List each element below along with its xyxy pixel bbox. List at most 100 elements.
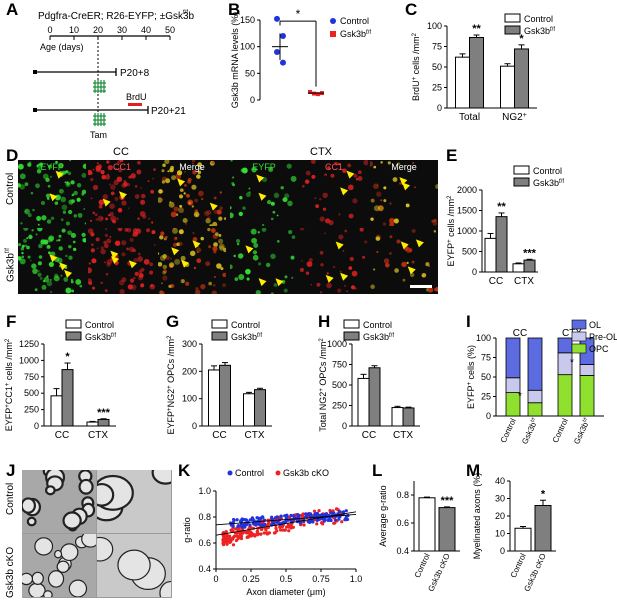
bar	[254, 389, 266, 427]
scatter-point	[250, 516, 255, 520]
cell-signal	[76, 183, 82, 188]
cell-signal	[370, 284, 375, 289]
cell-signal	[50, 216, 55, 221]
cell-signal	[66, 181, 70, 186]
scatter-point	[283, 514, 287, 518]
cell-signal	[209, 224, 213, 226]
cell-signal	[338, 213, 341, 216]
scatter-point	[275, 529, 279, 533]
arrowhead-marker	[55, 170, 64, 179]
cell-signal	[180, 255, 186, 261]
cell-signal	[310, 283, 313, 286]
cell-signal	[245, 192, 251, 198]
cell-signal	[234, 277, 239, 282]
cell-signal	[359, 228, 364, 232]
cell-signal	[187, 177, 192, 182]
arrowhead-marker	[59, 262, 68, 271]
cell-signal	[184, 222, 187, 225]
cell-signal	[389, 217, 395, 224]
x-axis-label: Axon diameter (μm)	[246, 587, 325, 597]
panel-label-g: G	[166, 312, 180, 331]
cell-signal	[197, 162, 203, 168]
cell-signal	[310, 160, 316, 164]
arrowhead-marker	[400, 241, 409, 250]
age-tick-label: 40	[141, 25, 151, 35]
axon-profile	[45, 485, 56, 496]
cell-signal	[326, 272, 329, 275]
micrograph-image	[88, 228, 156, 294]
cell-signal	[115, 217, 119, 221]
scatter-point	[289, 523, 293, 527]
cell-signal	[137, 256, 143, 262]
y-tick-label: 0.4	[396, 546, 409, 556]
cell-signal	[435, 286, 438, 292]
scatter-point	[243, 525, 247, 529]
cell-signal	[251, 166, 257, 173]
cell-signal	[370, 217, 374, 221]
cell-signal	[140, 283, 145, 288]
bar	[97, 418, 110, 427]
cell-signal	[90, 197, 93, 200]
y-tick-label: 500	[24, 388, 39, 398]
y-axis-label: EYFP+CC1+ cells /mm2	[4, 338, 14, 431]
tam-label: Tam	[90, 130, 107, 140]
cell-signal	[347, 184, 354, 191]
cell-signal	[223, 217, 226, 220]
cell-signal	[252, 254, 259, 261]
scatter-point	[312, 509, 317, 513]
cell-signal	[399, 182, 402, 185]
cell-signal	[64, 181, 67, 184]
cell-signal	[402, 278, 406, 282]
bar	[391, 407, 404, 427]
legend-swatch-control	[211, 319, 228, 329]
cell-signal	[34, 288, 38, 292]
cell-signal	[198, 190, 204, 197]
cell-signal	[90, 232, 95, 237]
cell-signal	[71, 199, 75, 204]
scatter-point	[291, 525, 295, 529]
cell-signal	[50, 291, 52, 293]
scatter-point	[240, 525, 245, 529]
cell-signal	[320, 263, 324, 267]
cell-signal	[134, 194, 140, 199]
em-image	[22, 470, 96, 532]
cell-signal	[385, 262, 390, 268]
cell-signal	[118, 168, 123, 173]
em-image	[22, 534, 96, 597]
y-tick-label: 50	[481, 372, 491, 382]
channel-label: Merge	[391, 162, 417, 172]
cell-signal	[38, 255, 43, 259]
cell-signal	[136, 169, 142, 175]
cell-signal	[171, 175, 177, 181]
cell-signal	[134, 185, 138, 188]
scatter-point	[248, 523, 252, 527]
cell-signal	[73, 247, 77, 252]
y-tick-label: 40	[495, 476, 505, 486]
y-axis-label: Total NG2+ OPCs /mm2	[318, 338, 328, 432]
cell-signal	[153, 243, 156, 246]
scatter-point	[261, 523, 265, 528]
cell-signal	[222, 283, 226, 288]
cell-signal	[238, 274, 245, 280]
micrograph-tile: Merge	[158, 160, 226, 226]
scatter-point	[273, 516, 278, 520]
cell-signal	[151, 221, 154, 224]
cell-signal	[194, 198, 199, 203]
cell-signal	[433, 230, 437, 233]
cell-signal	[147, 180, 150, 182]
cell-signal	[18, 165, 20, 167]
cell-signal	[206, 210, 212, 216]
cell-signal	[161, 282, 163, 285]
cell-signal	[121, 200, 127, 206]
x-tick-label: 0.25	[242, 574, 260, 584]
y-tick-label: 75	[432, 42, 442, 52]
y-tick-label: 50	[432, 62, 442, 72]
cell-signal	[180, 210, 184, 213]
arrowhead-marker	[209, 202, 218, 211]
x-tick-label: CTX	[88, 430, 108, 441]
axon-profile	[22, 497, 36, 514]
cell-signal	[98, 199, 105, 206]
cell-signal	[252, 250, 258, 255]
arrowhead-marker	[256, 174, 265, 183]
